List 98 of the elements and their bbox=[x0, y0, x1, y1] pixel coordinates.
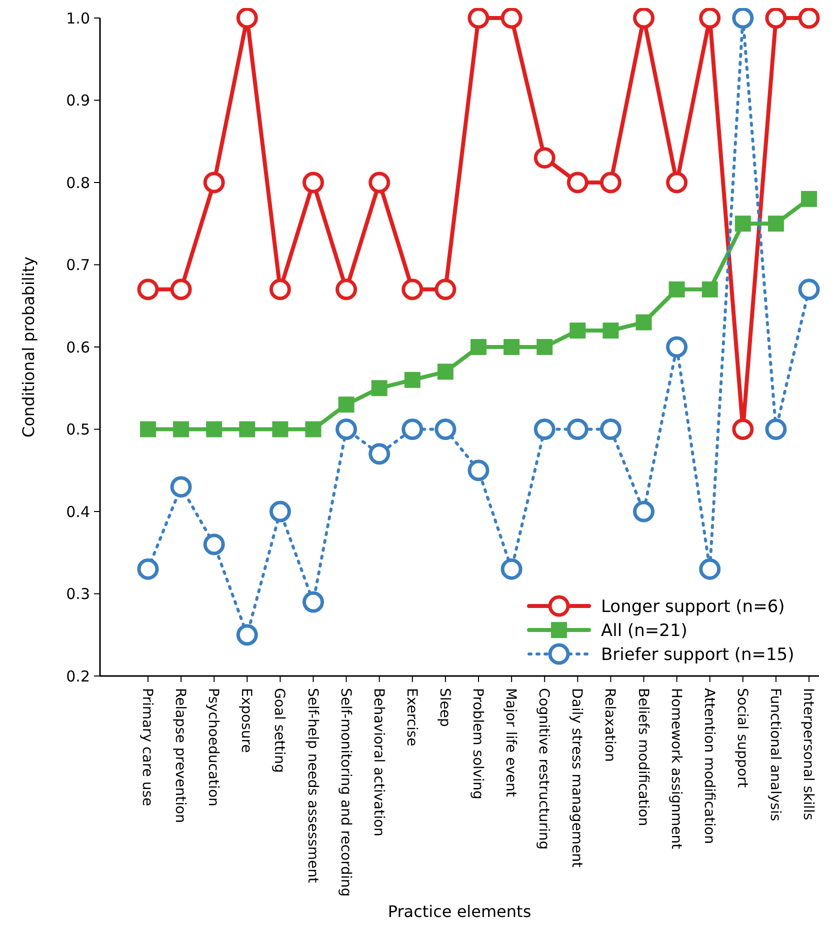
point bbox=[798, 278, 820, 300]
x-tick-label: Homework assignment bbox=[668, 688, 684, 850]
x-tick-label: Relaxation bbox=[602, 688, 618, 762]
y-tick-label: 0.8 bbox=[66, 174, 90, 192]
y-tick-label: 0.2 bbox=[66, 667, 90, 686]
x-tick-label: Problem solving bbox=[470, 688, 486, 800]
point bbox=[633, 500, 654, 522]
point bbox=[801, 190, 817, 207]
point bbox=[702, 281, 718, 298]
point bbox=[434, 418, 456, 440]
point bbox=[368, 443, 390, 465]
point bbox=[236, 8, 258, 29]
x-axis-title: Practice elements bbox=[388, 902, 532, 921]
point bbox=[402, 278, 424, 300]
x-tick-label: Major life event bbox=[502, 688, 519, 798]
point bbox=[203, 172, 225, 194]
point bbox=[534, 147, 556, 169]
point bbox=[699, 8, 721, 29]
x-tick-label: Psychoeducation bbox=[205, 688, 222, 806]
point bbox=[566, 172, 588, 194]
legend-label: Longer support (n=6) bbox=[601, 596, 785, 617]
x-tick-label: Sleep bbox=[436, 688, 452, 728]
x-tick-label: Daily stress management bbox=[568, 688, 585, 868]
point bbox=[468, 8, 490, 29]
y-tick-label: 1.0 bbox=[66, 9, 90, 28]
x-tick-label: Primary care use bbox=[139, 688, 155, 806]
point bbox=[666, 172, 688, 194]
y-tick-label: 0.3 bbox=[66, 585, 90, 603]
point bbox=[404, 372, 420, 388]
y-axis-title: Conditional probability bbox=[19, 256, 38, 438]
point bbox=[173, 421, 190, 438]
point bbox=[636, 314, 652, 330]
y-tick-label: 0.5 bbox=[66, 420, 90, 438]
point bbox=[137, 558, 159, 580]
point bbox=[170, 476, 192, 498]
x-tick-label: Attention modification bbox=[700, 688, 717, 844]
legend-label: Briefer support (n=15) bbox=[601, 644, 794, 665]
point bbox=[768, 216, 784, 232]
point bbox=[336, 418, 358, 440]
point bbox=[566, 418, 588, 440]
point bbox=[269, 278, 291, 300]
point bbox=[732, 8, 754, 29]
point bbox=[402, 418, 424, 440]
legend-label: All (n=21) bbox=[601, 620, 688, 641]
point bbox=[798, 8, 820, 29]
point bbox=[570, 322, 586, 339]
point bbox=[470, 339, 486, 355]
point bbox=[765, 8, 787, 29]
point bbox=[272, 421, 288, 438]
point bbox=[368, 172, 390, 194]
x-tick-label: Relapse prevention bbox=[172, 688, 188, 823]
point bbox=[371, 380, 388, 396]
x-tick-label: Cognitive restructuring bbox=[536, 688, 552, 850]
point bbox=[239, 421, 256, 438]
y-tick-label: 0.9 bbox=[66, 92, 90, 110]
point bbox=[668, 281, 685, 298]
point bbox=[633, 8, 654, 29]
point bbox=[338, 396, 354, 413]
x-tick-label: Beliefs modification bbox=[634, 688, 651, 826]
point bbox=[140, 421, 156, 438]
point bbox=[437, 364, 454, 380]
point bbox=[500, 8, 522, 29]
point bbox=[534, 418, 556, 440]
point bbox=[600, 172, 622, 194]
point bbox=[602, 322, 619, 339]
point bbox=[500, 558, 522, 580]
x-tick-label: Functional analysis bbox=[766, 688, 783, 822]
point bbox=[336, 278, 358, 300]
point bbox=[170, 278, 192, 300]
x-tick-label: Exposure bbox=[238, 688, 254, 753]
point bbox=[765, 418, 787, 440]
x-tick-label: Self-monitoring and recording bbox=[337, 688, 354, 897]
point bbox=[699, 558, 721, 580]
x-tick-label: Self-help needs assessment bbox=[304, 688, 320, 884]
point bbox=[302, 172, 324, 194]
point bbox=[203, 534, 225, 556]
point bbox=[666, 336, 688, 358]
y-tick-label: 0.6 bbox=[66, 338, 90, 356]
point bbox=[732, 418, 754, 440]
point bbox=[269, 500, 291, 522]
x-tick-label: Social support bbox=[734, 688, 750, 788]
point bbox=[504, 339, 520, 355]
point bbox=[468, 460, 490, 482]
point bbox=[600, 418, 622, 440]
y-tick-label: 0.4 bbox=[66, 502, 90, 521]
point bbox=[302, 591, 324, 613]
y-tick-label: 0.7 bbox=[66, 256, 90, 274]
x-tick-label: Exercise bbox=[403, 688, 420, 746]
point bbox=[536, 339, 553, 355]
x-tick-label: Interpersonal skills bbox=[800, 688, 816, 820]
x-tick-label: Behavioral activation bbox=[370, 688, 386, 836]
point bbox=[305, 421, 322, 438]
point bbox=[137, 278, 159, 300]
point bbox=[236, 624, 258, 646]
point bbox=[734, 216, 751, 232]
x-tick-label: Goal setting bbox=[271, 688, 288, 773]
point bbox=[206, 421, 222, 438]
point bbox=[434, 278, 456, 300]
